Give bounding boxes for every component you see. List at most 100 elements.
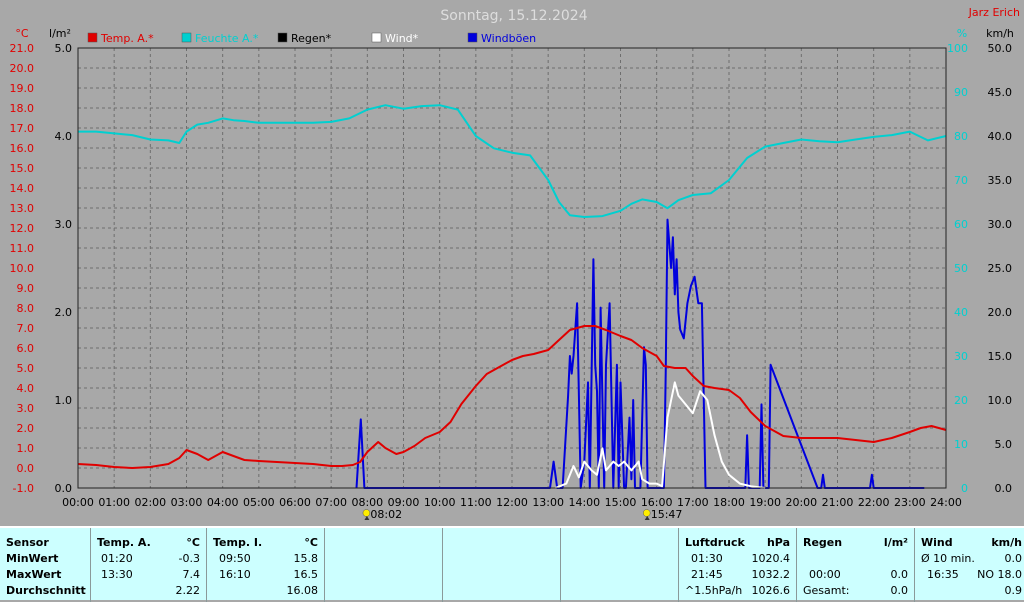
pressure-min-value: 1020.4	[751, 552, 791, 565]
humidity-tick-label: 30	[954, 350, 968, 363]
legend-label: Regen*	[291, 32, 332, 45]
temp-tick-label: 11.0	[10, 242, 35, 255]
humidity-tick-label: 50	[954, 262, 968, 275]
x-tick-label: 24:00	[930, 496, 962, 509]
pressure-avg-value: 1026.6	[751, 584, 791, 597]
x-tick-label: 05:00	[243, 496, 275, 509]
humidity-tick-label: 20	[954, 394, 968, 407]
wind-max-time: 16:35	[927, 568, 959, 581]
stats-row-max: MaxWert	[6, 568, 62, 581]
humidity-tick-label: 40	[954, 306, 968, 319]
wind-tick-label: 50.0	[988, 42, 1013, 55]
stats-col-temp-a: Temp. A. °C 01:20 -0.3 13:30 7.4 2.22	[90, 528, 206, 602]
sunset-icon-arrow	[644, 516, 650, 520]
stats-header-temp-i: Temp. I.	[213, 536, 263, 549]
rain-tick-label: 3.0	[55, 218, 73, 231]
chart-title: Sonntag, 15.12.2024	[440, 8, 587, 24]
pressure-min-time: 01:30	[691, 552, 723, 565]
temp-tick-label: 15.0	[10, 162, 35, 175]
grid	[78, 48, 946, 488]
x-tick-label: 17:00	[677, 496, 709, 509]
legend-label: Temp. A.*	[100, 32, 154, 45]
x-tick-label: 21:00	[822, 496, 854, 509]
x-tick-label: 11:00	[460, 496, 492, 509]
x-tick-label: 14:00	[568, 496, 600, 509]
sunrise-icon-sun	[362, 509, 371, 517]
x-tick-label: 18:00	[713, 496, 745, 509]
sun-marker-label: 08:02	[370, 508, 402, 521]
temp-tick-label: 1.0	[17, 442, 35, 455]
wind-tick-label: 0.0	[995, 482, 1013, 495]
x-tick-label: 09:00	[388, 496, 420, 509]
sun-marker-label: 15:47	[651, 508, 683, 521]
humidity-tick-label: 70	[954, 174, 968, 187]
legend-swatch	[87, 32, 98, 43]
temp-tick-label: 14.0	[10, 182, 35, 195]
plot-frame	[77, 47, 947, 489]
stats-row-min: MinWert	[6, 552, 59, 565]
wind-unit-label: km/h	[986, 27, 1014, 40]
x-tick-label: 15:00	[605, 496, 637, 509]
stats-col-temp-i: Temp. I. °C 09:50 15.8 16:10 16.5 16.08	[206, 528, 324, 602]
x-tick-label: 12:00	[496, 496, 528, 509]
rain-unit-label: l/m²	[49, 27, 71, 40]
temp-tick-label: 19.0	[10, 82, 35, 95]
wind-avg10-value: 0.0	[1004, 552, 1023, 565]
x-tick-label: 07:00	[315, 496, 347, 509]
temp-tick-label: 2.0	[17, 422, 35, 435]
wind-tick-label: 45.0	[988, 86, 1013, 99]
rain-total-label: Gesamt:	[803, 584, 850, 597]
wind-tick-label: 10.0	[988, 394, 1013, 407]
temp-i-max-value: 16.5	[293, 568, 319, 581]
legend-label: Windböen	[481, 32, 536, 45]
legend-swatch	[467, 32, 478, 43]
axes: 21.0 20.0 19.0 18.0 17.0 16.0 15.0 14.0 13.0 12.0…	[10, 42, 1013, 509]
temp-tick-label: 9.0	[17, 282, 35, 295]
stats-row-avg: Durchschnitt	[6, 584, 86, 597]
temp-a-avg-value: 2.22	[175, 584, 201, 597]
x-tick-label: 00:00	[62, 496, 94, 509]
rain-total-value: 0.0	[890, 584, 909, 597]
x-tick-label: 01:00	[98, 496, 130, 509]
wind-tick-label: 40.0	[988, 130, 1013, 143]
temp-tick-label: 8.0	[17, 302, 35, 315]
temp-tick-label: 21.0	[10, 42, 35, 55]
wind-avg-value: 0.9	[1004, 584, 1023, 597]
temp-tick-label: 4.0	[17, 382, 35, 395]
temp-a-max-value: 7.4	[182, 568, 201, 581]
temp-tick-label: 6.0	[17, 342, 35, 355]
wind-tick-label: 25.0	[988, 262, 1013, 275]
legend: Temp. A.* Feuchte A.* Regen* Wind* Windböen	[87, 32, 536, 45]
temp-tick-label: 18.0	[10, 102, 35, 115]
legend-swatch	[371, 32, 382, 43]
rain-max-time: 00:00	[809, 568, 841, 581]
temp-tick-label: 13.0	[10, 202, 35, 215]
pressure-max-value: 1032.2	[751, 568, 791, 581]
temp-unit-label: °C	[15, 27, 29, 40]
stats-header-rain: Regen	[803, 536, 843, 549]
temp-a-min-time: 01:20	[101, 552, 133, 565]
temp-i-min-time: 09:50	[219, 552, 251, 565]
x-tick-label: 16:00	[641, 496, 673, 509]
temp-tick-label: 0.0	[17, 462, 35, 475]
x-tick-label: 06:00	[279, 496, 311, 509]
humidity-tick-label: 100	[947, 42, 968, 55]
legend-swatch	[181, 32, 192, 43]
wind-tick-label: 15.0	[988, 350, 1013, 363]
temp-tick-label: 12.0	[10, 222, 35, 235]
stats-col-pressure: Luftdruck hPa 01:30 1020.4 21:45 1032.2 …	[678, 528, 796, 602]
temp-i-max-time: 16:10	[219, 568, 251, 581]
temp-a-max-time: 13:30	[101, 568, 133, 581]
rain-max-value: 0.0	[890, 568, 909, 581]
humidity-tick-label: 10	[954, 438, 968, 451]
rain-tick-label: 2.0	[55, 306, 73, 319]
temp-tick-label: 5.0	[17, 362, 35, 375]
humidity-tick-label: 0	[961, 482, 968, 495]
stats-unit-rain: l/m²	[883, 536, 908, 549]
temp-tick-label: 10.0	[10, 262, 35, 275]
pressure-trend: ^1.5hPa/h	[685, 584, 743, 597]
stats-header-temp-a: Temp. A.	[97, 536, 151, 549]
humidity-unit-label: %	[957, 27, 967, 40]
sunset-icon-sun	[642, 509, 651, 517]
temp-tick-label: 17.0	[10, 122, 35, 135]
